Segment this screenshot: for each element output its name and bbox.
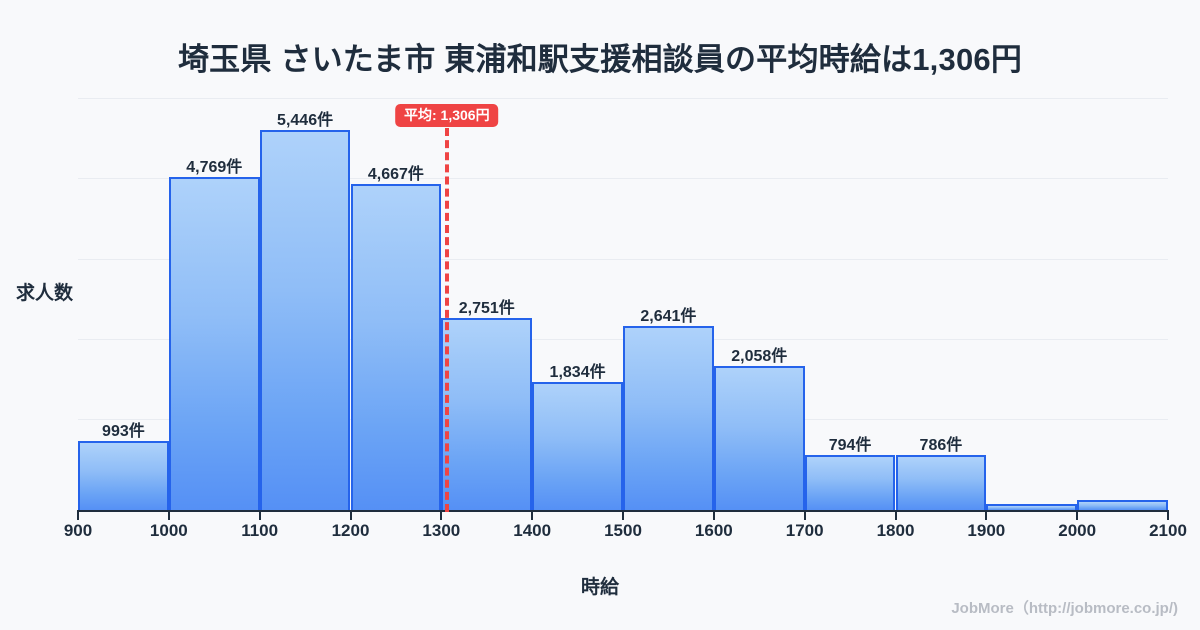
x-axis-tick-label: 1300 [422,521,461,540]
x-axis-tick [712,510,715,520]
bar[interactable] [895,455,987,510]
x-axis-tick-label: 1800 [876,521,915,540]
x-axis-tick [622,510,624,520]
page-title: 埼玉県 さいたま市 東浦和駅支援相談員の平均時給は1,306円 [177,42,1023,77]
bar[interactable] [1077,499,1168,510]
x-axis-tick [803,510,806,520]
y-axis-title: 求人数 [16,283,74,304]
watermark: JobMore（http://jobmore.co.jp/) [951,600,1178,617]
bar[interactable] [350,184,442,510]
x-axis-tick-label: 900 [63,521,93,540]
bar[interactable] [713,366,805,510]
x-axis-tick-label: 1100 [241,521,279,540]
x-axis-tick [894,510,897,520]
x-axis-tick-label: 2100 [1149,521,1187,540]
x-axis-tick [349,510,352,520]
x-axis-tick-label: 1900 [967,521,1006,540]
average-line [444,128,449,512]
x-axis-tick-label: 2000 [1058,521,1097,540]
bar[interactable] [532,381,623,510]
x-axis-tick [77,510,79,520]
bar-value-label: 4,769件 [186,158,243,176]
bar-value-label: 4,667件 [367,166,424,184]
bar-value-label: 794件 [828,436,872,454]
x-axis-tick-label: 1000 [149,521,188,540]
bar-value-label: 1,834件 [549,363,606,381]
bar-value-label: 993件 [102,422,145,440]
gridline [78,178,1168,180]
bar[interactable] [168,176,260,510]
x-axis-tick [258,510,261,520]
x-axis-tick [167,510,170,520]
x-axis-tick-label: 1200 [331,521,370,540]
x-axis-tick [1076,510,1079,520]
bar[interactable] [441,317,533,510]
bar-value-label: 5,446件 [277,111,334,129]
bar[interactable] [986,503,1078,510]
bar[interactable] [78,440,169,510]
bar[interactable] [804,454,896,510]
x-axis-tick [1167,510,1169,520]
x-axis-title: 時給 [580,577,619,598]
x-axis-tick [440,510,443,520]
bar[interactable] [259,129,351,510]
bar-value-label: 786件 [919,437,963,455]
bar-value-label: 2,058件 [731,348,788,366]
x-axis-tick [531,510,534,520]
bar[interactable] [623,325,714,510]
bar-value-label: 2,641件 [640,307,697,325]
x-axis-tick-label: 1400 [513,521,552,540]
gridline [78,258,1168,260]
plot-area: 993件 4,769件 5,446件 4,667件 2,751件 1,834件 2,641件… [78,98,1168,510]
gridline [78,98,1168,99]
x-axis-tick-label: 1500 [604,521,642,540]
x-axis-tick [985,510,988,520]
x-axis-tick-label: 1600 [694,521,733,540]
average-badge: 平均: 1,306円 [394,104,499,127]
bar-value-label: 2,751件 [458,299,515,317]
x-axis-tick-label: 1700 [785,521,824,540]
